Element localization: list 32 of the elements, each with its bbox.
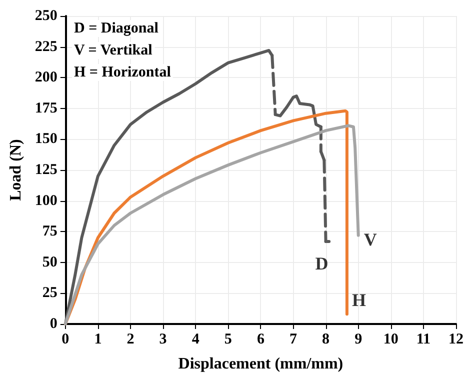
x-tick-label: 11 bbox=[416, 332, 431, 348]
x-tick-label: 7 bbox=[290, 332, 298, 348]
y-tick-label: 125 bbox=[34, 162, 58, 178]
x-tick-label: 3 bbox=[159, 332, 167, 348]
annotation: H = Horizontal bbox=[74, 64, 171, 80]
y-tick-label: 50 bbox=[42, 254, 58, 270]
y-tick-label: 175 bbox=[34, 100, 58, 116]
x-tick-label: 12 bbox=[448, 332, 464, 348]
y-tick-label: 100 bbox=[34, 192, 58, 209]
x-tick-label: 1 bbox=[94, 332, 102, 348]
x-axis-title: Displacement (mm/mm) bbox=[178, 356, 344, 372]
annotation: D = Diagonal bbox=[74, 20, 158, 36]
x-tick-label: 9 bbox=[354, 332, 362, 348]
y-tick-label: 0 bbox=[50, 316, 58, 332]
x-tick-label: 6 bbox=[256, 332, 265, 348]
y-tick-label: 250 bbox=[34, 8, 58, 24]
annotation: V = Vertikal bbox=[74, 42, 152, 58]
annotation: D bbox=[315, 253, 328, 274]
y-tick-label: 150 bbox=[34, 131, 58, 148]
y-tick-label: 75 bbox=[42, 224, 58, 240]
y-axis-title: Load (N) bbox=[8, 139, 24, 201]
annotation: H bbox=[352, 290, 366, 310]
x-tick-label: 4 bbox=[192, 332, 200, 348]
y-tick-label: 25 bbox=[42, 285, 58, 302]
x-tick-label: 0 bbox=[62, 332, 70, 348]
annotation: V bbox=[364, 229, 377, 250]
y-tick-label: 225 bbox=[34, 38, 58, 55]
x-tick-label: 8 bbox=[322, 332, 330, 348]
x-tick-label: 10 bbox=[383, 332, 398, 348]
x-tick-label: 5 bbox=[224, 332, 232, 348]
y-tick-label: 200 bbox=[34, 70, 58, 86]
x-tick-label: 2 bbox=[126, 332, 134, 348]
